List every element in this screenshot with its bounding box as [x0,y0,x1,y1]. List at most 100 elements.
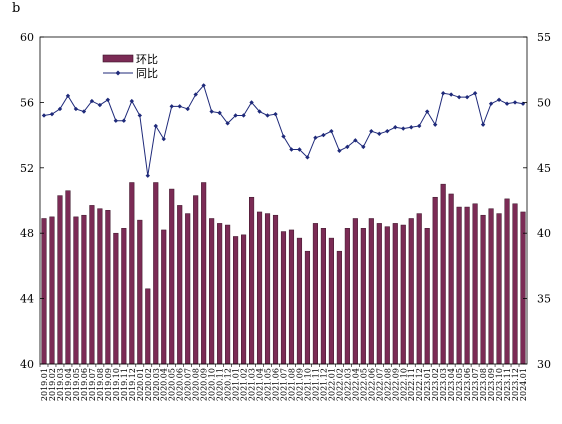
bar [304,250,311,365]
line-point [265,113,270,118]
line-point [393,125,398,130]
bar [384,226,390,365]
line-point [512,100,518,105]
x-tick-label: 2021.05 [264,368,273,401]
bar [296,237,303,365]
line-point [432,122,438,127]
line-point [49,111,55,117]
bar [408,218,414,365]
bar [153,182,159,365]
bar [105,210,111,365]
bar [328,237,334,365]
y-left-tick-label: 56 [20,96,34,109]
x-tick-label: 2020.09 [200,368,209,401]
bar [496,213,502,365]
line-point [369,128,374,134]
x-tick-label: 2020.02 [144,368,153,401]
x-tick-label: 2021.12 [319,368,328,401]
line-point [377,131,382,136]
bar [129,182,135,365]
x-tick-label: 2020.12 [224,368,233,401]
bar [161,229,167,365]
bar [336,250,342,365]
x-tick-label: 2019.02 [48,368,57,401]
x-tick-label: 2023.06 [463,368,472,401]
x-tick-label: 2021.10 [303,368,312,401]
x-tick-label: 2023.08 [479,368,488,401]
bar [504,198,510,365]
y-right-tick-label: 50 [537,96,551,109]
line-point [193,92,198,97]
x-tick-label: 2022.06 [367,368,376,401]
x-tick-label: 2019.08 [96,368,105,401]
line-point [97,102,103,108]
y-right-tick-label: 55 [537,31,551,44]
x-tick-label: 2023.02 [431,368,440,401]
x-tick-label: 2023.09 [487,368,496,401]
bar [400,224,406,365]
panel-label: b [12,1,21,16]
x-tick-label: 2019.11 [120,368,129,401]
line-point [409,125,414,130]
line-point [496,97,502,102]
legend-bar-label: 环比 [136,53,158,66]
bar [344,228,350,365]
bar [185,213,191,365]
line-point [440,91,446,96]
line-point [201,83,206,88]
line-point [233,113,238,118]
bar [464,206,470,365]
bar [488,208,494,365]
x-tick-label: 2022.10 [399,368,408,401]
line-point [89,98,95,104]
bar [217,223,223,365]
line-point [105,97,111,102]
x-tick-label: 2021.01 [232,368,241,401]
line-point [169,104,174,109]
y-left-tick-label: 52 [20,162,34,175]
line-point [313,135,318,140]
bar [225,224,231,365]
x-tick-label: 2022.01 [327,368,336,401]
line-point [129,98,135,104]
bar [480,214,486,365]
x-tick-label: 2021.07 [280,368,289,401]
x-tick-label: 2021.06 [272,368,281,401]
y-right-tick-label: 30 [537,358,551,371]
x-tick-label: 2021.09 [295,368,304,401]
plot-frame [39,36,528,365]
line-point [281,134,286,139]
bar [121,228,127,365]
bar [241,234,247,365]
bar [65,190,71,365]
x-tick-label: 2023.12 [511,368,520,401]
bar [256,211,263,365]
x-tick-label: 2021.11 [311,368,320,401]
line-point [73,106,79,112]
legend-line-label: 同比 [136,67,158,80]
x-tick-label: 2019.12 [128,368,137,401]
x-tick-label: 2019.09 [104,368,113,401]
x-tick-label: 2019.06 [80,368,89,401]
bar [472,203,478,365]
x-tick-label: 2020.05 [168,368,177,401]
axes-layer: 4044485256603035404550552019.012019.0220… [20,31,551,401]
y-left-tick-label: 60 [20,31,34,44]
line-point [257,109,262,114]
x-tick-label: 2019.07 [88,368,97,401]
bar [137,219,143,365]
line-point [321,132,326,138]
line-point [241,113,246,118]
x-tick-label: 2020.06 [176,368,185,401]
line-layer [41,83,526,178]
bar [512,203,518,365]
y-right-tick-label: 40 [537,227,551,240]
line-point [472,91,478,96]
bar [440,183,446,365]
bar [201,182,207,365]
x-tick-label: 2023.11 [503,368,512,401]
x-tick-label: 2020.08 [192,368,201,401]
bar [416,213,422,365]
x-tick-label: 2022.03 [343,368,352,401]
